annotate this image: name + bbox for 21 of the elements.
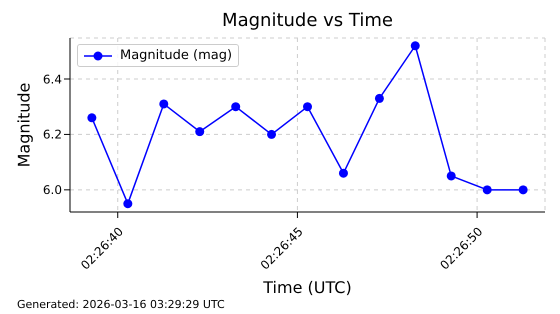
legend-label: Magnitude (mag) bbox=[120, 48, 232, 63]
y-tick-label: 6.2 bbox=[42, 128, 62, 142]
y-tick-label: 6.4 bbox=[42, 72, 62, 86]
point bbox=[410, 41, 420, 50]
point bbox=[267, 130, 276, 139]
point bbox=[123, 199, 132, 208]
x-axis-title: Time (UTC) bbox=[262, 278, 353, 297]
y-axis-title: Magnitude bbox=[14, 82, 34, 168]
text: Generated: 2026-03-16 03:29:29 UTC bbox=[17, 298, 225, 311]
point bbox=[159, 99, 168, 108]
point bbox=[87, 113, 96, 122]
point bbox=[374, 94, 384, 103]
point bbox=[303, 102, 312, 112]
point bbox=[231, 102, 240, 112]
chart-title: Magnitude vs Time bbox=[221, 10, 394, 31]
point bbox=[338, 168, 348, 178]
point bbox=[446, 171, 456, 180]
point bbox=[482, 185, 492, 194]
y-tick-label: 6.0 bbox=[42, 183, 62, 198]
point bbox=[518, 185, 528, 194]
point bbox=[195, 127, 204, 136]
